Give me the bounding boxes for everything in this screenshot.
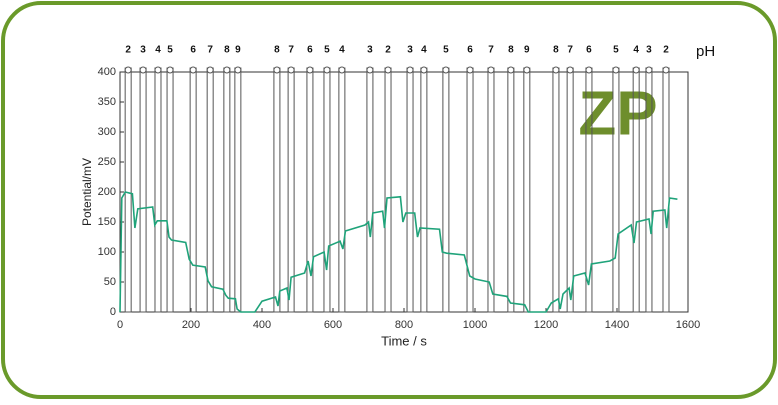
y-tick-label: 400	[98, 66, 116, 78]
ph-label: 2	[385, 45, 391, 56]
ph-label: 7	[488, 45, 494, 56]
ph-electrode-cap	[552, 66, 560, 74]
ph-label: 6	[586, 45, 592, 56]
x-axis-label: Time / s	[381, 333, 427, 348]
ph-label: 6	[307, 45, 313, 56]
x-tick-label: 1200	[534, 319, 558, 331]
y-tick-label: 50	[104, 276, 116, 288]
ph-electrode-cap	[487, 66, 495, 74]
ph-electrode-cap	[124, 66, 132, 74]
ph-label: 5	[167, 45, 173, 56]
ph-electrode-cap	[612, 66, 620, 74]
ph-electrode-cap	[234, 66, 242, 74]
ph-label: 8	[508, 45, 514, 56]
y-tick-label: 0	[110, 306, 116, 318]
x-tick-label: 600	[324, 319, 342, 331]
ph-electrode-cap	[306, 66, 314, 74]
x-tick-label: 1400	[605, 319, 629, 331]
y-tick-label: 100	[98, 246, 116, 258]
ph-label: 8	[224, 45, 230, 56]
ph-electrode-cap	[273, 66, 281, 74]
ph-electrode-cap	[420, 66, 428, 74]
x-tick-label: 1600	[676, 319, 700, 331]
ph-label: 5	[613, 45, 619, 56]
ph-label: 4	[421, 45, 427, 56]
y-tick-label: 300	[98, 126, 116, 138]
x-tick-label: 800	[395, 319, 413, 331]
y-tick-label: 150	[98, 216, 116, 228]
ph-electrode-cap	[154, 66, 162, 74]
ph-label: 4	[339, 45, 345, 56]
ph-electrode-cap	[466, 66, 474, 74]
ph-electrode-cap	[323, 66, 331, 74]
ph-label: 8	[553, 45, 559, 56]
ph-electrode-cap	[384, 66, 392, 74]
ph-electrode-cap	[645, 66, 653, 74]
x-tick-label: 400	[253, 319, 271, 331]
x-tick-label: 0	[117, 319, 123, 331]
ph-label: 7	[567, 45, 573, 56]
ph-electrode-cap	[442, 66, 450, 74]
ph-label: 3	[407, 45, 413, 56]
ph-electrode-cap	[338, 66, 346, 74]
ph-label: 8	[274, 45, 280, 56]
ph-label: 2	[125, 45, 131, 56]
ph-label: 4	[155, 45, 161, 56]
ph-label: 7	[288, 45, 294, 56]
y-tick-label: 350	[98, 96, 116, 108]
ph-label: 5	[324, 45, 330, 56]
ph-electrode-cap	[632, 66, 640, 74]
ph-label: 3	[646, 45, 652, 56]
ph-label: 7	[207, 45, 213, 56]
marker-axis-label: pH	[696, 43, 715, 60]
ph-electrode-cap	[287, 66, 295, 74]
ph-label: 6	[467, 45, 473, 56]
ph-electrode-cap	[223, 66, 231, 74]
ph-label: 5	[443, 45, 449, 56]
ph-label: 9	[235, 45, 241, 56]
ph-electrode-cap	[523, 66, 531, 74]
x-tick-label: 1000	[463, 319, 487, 331]
ph-electrode-cap	[406, 66, 414, 74]
ph-label: 9	[524, 45, 530, 56]
potential-line	[119, 191, 678, 313]
x-tick-label: 200	[182, 319, 200, 331]
ph-electrode-cap	[566, 66, 574, 74]
ph-electrode-cap	[189, 66, 197, 74]
ph-electrode-cap	[585, 66, 593, 74]
ph-electrode-cap	[507, 66, 515, 74]
ph-label: 6	[190, 45, 196, 56]
ph-label: 2	[663, 45, 669, 56]
y-tick-label: 200	[98, 186, 116, 198]
ph-electrode-cap	[166, 66, 174, 74]
y-axis-label: Potential/mV	[80, 158, 94, 226]
ph-electrode-cap	[206, 66, 214, 74]
ph-electrode-cap	[366, 66, 374, 74]
ph-electrode-cap	[662, 66, 670, 74]
ph-label: 3	[140, 45, 146, 56]
ph-electrode-cap	[139, 66, 147, 74]
ph-label: 3	[367, 45, 373, 56]
y-tick-label: 250	[98, 156, 116, 168]
ph-label: 4	[633, 45, 639, 56]
